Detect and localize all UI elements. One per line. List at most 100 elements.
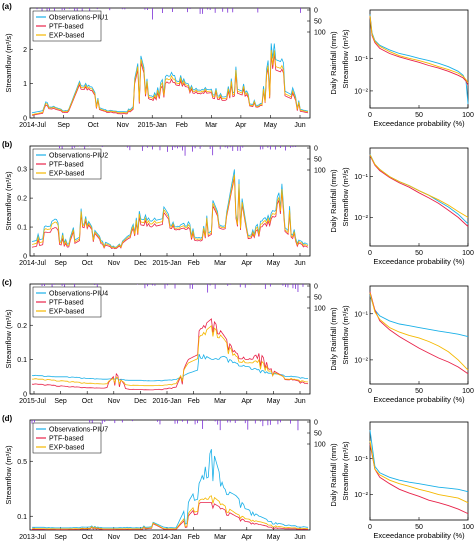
rain-tick-label: 0: [314, 284, 318, 291]
fdc-x-tick-label: 50: [415, 388, 423, 395]
rain-tick-label: 50: [314, 19, 322, 26]
panel-2: (c) 0 0.1 0.2 2015-Jul Sep Oct Nov Dec 2016-Jan Fe…: [2, 278, 474, 405]
x-tick-label: Apr: [241, 260, 253, 267]
fdc-series-2: [369, 15, 469, 83]
rainfall-axis-label: Daily Rainfall (mm): [329, 169, 338, 233]
x-tick-label: Dec: [134, 398, 147, 405]
fdc-series-1: [369, 291, 469, 375]
y-tick-label: 0.2: [17, 196, 27, 203]
fdc-axes: [369, 285, 469, 385]
fdc-y-tick-label: 10⁻²: [354, 357, 368, 364]
panel-label: (d): [2, 414, 13, 423]
x-tick-label: Feb: [188, 260, 200, 267]
x-tick-label: Sep: [57, 122, 70, 129]
fdc-x-tick-label: 0: [368, 524, 372, 531]
legend-label: Observations-PIU4: [49, 291, 108, 298]
fdc-series-1: [369, 15, 469, 86]
streamflow-series-1: [31, 53, 309, 116]
fdc-x-tick-label: 100: [462, 524, 474, 531]
fdc-axes: [369, 147, 469, 247]
fdc-x-tick-label: 100: [462, 112, 474, 119]
legend-label: EXP-based: [49, 445, 85, 452]
x-tick-label: Jun: [294, 398, 305, 405]
x-tick-label: Oct: [82, 398, 93, 405]
x-tick-label: Oct: [88, 122, 99, 129]
streamflow-series-2: [31, 49, 309, 115]
fdc-y-tick-label: 10⁻¹: [354, 56, 368, 63]
rainfall-axis-label: Daily Rainfall (mm): [329, 307, 338, 371]
x-tick-label: Oct: [82, 534, 93, 541]
rain-tick-label: 100: [314, 30, 326, 37]
fdc-series-2: [369, 292, 469, 371]
y-axis-label: Streamflow (m³/s): [4, 171, 13, 231]
fdc-y-tick-label: 10⁻¹: [354, 456, 368, 463]
legend: Observations-PIU1 PTF-based EXP-based: [32, 10, 108, 42]
x-tick-label: May: [267, 398, 281, 405]
y-tick-label: 0: [23, 392, 27, 399]
x-tick-label: Jun: [294, 122, 305, 129]
x-tick-label: Feb: [188, 398, 200, 405]
legend-label: PTF-based: [49, 162, 84, 169]
y-axis-label: Streamflow (m³/s): [4, 445, 13, 505]
rain-tick-label: 50: [314, 157, 322, 164]
fdc-y-tick-label: 10⁻²: [354, 492, 368, 499]
x-tick-label: 2014-Jul: [19, 122, 46, 129]
rainfall-axis-label: Daily Rainfall (mm): [329, 31, 338, 95]
fdc-series-1: [369, 155, 469, 227]
legend-label: PTF-based: [49, 24, 84, 31]
x-tick-label: 2015-Jul: [19, 398, 46, 405]
legend-label: EXP-based: [49, 33, 85, 40]
rainfall-axis-label: Daily Rainfall (mm): [329, 443, 338, 507]
x-tick-label: Nov: [108, 398, 121, 405]
legend-label: EXP-based: [49, 171, 85, 178]
x-tick-label: Dec: [134, 260, 147, 267]
fdc-x-tick-label: 100: [462, 388, 474, 395]
panel-label: (c): [2, 278, 12, 287]
x-tick-label: May: [267, 534, 281, 541]
x-tick-label: 2015-Jan: [138, 122, 167, 129]
x-tick-label: Apr: [241, 534, 253, 541]
x-tick-label: Jun: [294, 534, 305, 541]
y-tick-label: 1: [23, 81, 27, 88]
rain-tick-label: 0: [314, 8, 318, 15]
x-tick-label: Jun: [294, 260, 305, 267]
rain-tick-label: 100: [314, 306, 326, 313]
fdc-x-tick-label: 0: [368, 112, 372, 119]
fdc-series-0: [369, 295, 469, 338]
rain-tick-label: 50: [314, 295, 322, 302]
fdc-x-axis-label: Exceedance probability (%): [373, 531, 465, 540]
x-tick-label: Feb: [176, 122, 188, 129]
y-tick-label: 2: [23, 47, 27, 54]
x-tick-label: 2014-Jan: [152, 534, 181, 541]
y-tick-label: 0.5: [17, 459, 27, 466]
x-tick-label: Mar: [205, 122, 218, 129]
streamflow-series-2: [32, 495, 308, 530]
fdc-y-tick-label: 10⁻¹: [354, 174, 368, 181]
x-tick-label: Apr: [235, 122, 247, 129]
x-tick-label: Sep: [54, 534, 67, 541]
fdc-y-tick-label: 10⁻²: [354, 215, 368, 222]
panel-1: (b) 0 0.1 0.2 0.3 2014-Jul Sep Oct Nov Dec 2015-Ja…: [2, 140, 474, 267]
fdc-axes: [369, 421, 469, 521]
legend-label: PTF-based: [49, 436, 84, 443]
fdc-series-2: [369, 440, 469, 504]
x-tick-label: Sep: [54, 398, 67, 405]
x-tick-label: May: [264, 122, 278, 129]
fdc-y-axis-label: Streamflow (m³/s): [341, 167, 350, 227]
legend-label: Observations-PIU2: [49, 153, 108, 160]
legend: Observations-PIU2 PTF-based EXP-based: [32, 148, 108, 180]
y-axis-label: Streamflow (m³/s): [4, 309, 13, 369]
legend: Observations-PIU4 PTF-based EXP-based: [32, 286, 108, 318]
legend: Observations-PIU7 PTF-based EXP-based: [32, 422, 108, 454]
streamflow-series-2: [31, 174, 309, 249]
y-tick-label: 0.1: [17, 225, 27, 232]
fdc-x-tick-label: 50: [415, 250, 423, 257]
y-tick-label: 0: [23, 116, 27, 123]
y-tick-label: 0.3: [17, 167, 27, 174]
x-tick-label: 2014-Jul: [19, 260, 46, 267]
y-tick-label: 0: [23, 254, 27, 261]
fdc-y-axis-label: Streamflow (m³/s): [341, 29, 350, 89]
streamflow-series-1: [31, 177, 309, 250]
x-tick-label: 2015-Jan: [152, 260, 181, 267]
fdc-x-axis-label: Exceedance probability (%): [373, 257, 465, 266]
